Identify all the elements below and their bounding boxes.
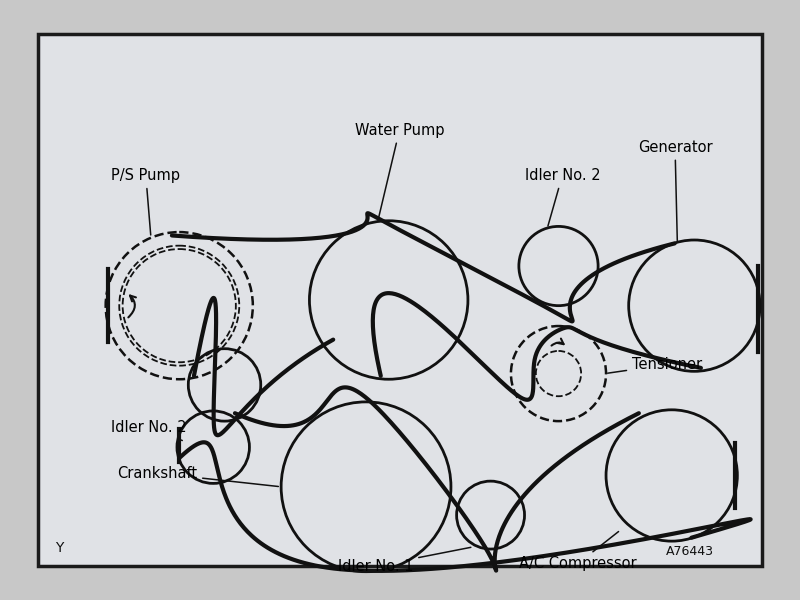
Text: P/S Pump: P/S Pump <box>111 168 180 235</box>
Text: Tensioner: Tensioner <box>608 357 702 373</box>
FancyBboxPatch shape <box>38 34 762 566</box>
Text: A76443: A76443 <box>666 545 714 558</box>
Text: Idler No. 1: Idler No. 1 <box>338 547 471 574</box>
Text: Crankshaft: Crankshaft <box>117 466 278 487</box>
Text: Idler No. 2: Idler No. 2 <box>525 168 600 226</box>
Text: Idler No. 2: Idler No. 2 <box>111 421 187 440</box>
Text: A/C Compressor: A/C Compressor <box>519 532 637 571</box>
Text: Generator: Generator <box>638 140 712 241</box>
Text: Y: Y <box>54 541 63 556</box>
Text: Water Pump: Water Pump <box>354 122 444 220</box>
